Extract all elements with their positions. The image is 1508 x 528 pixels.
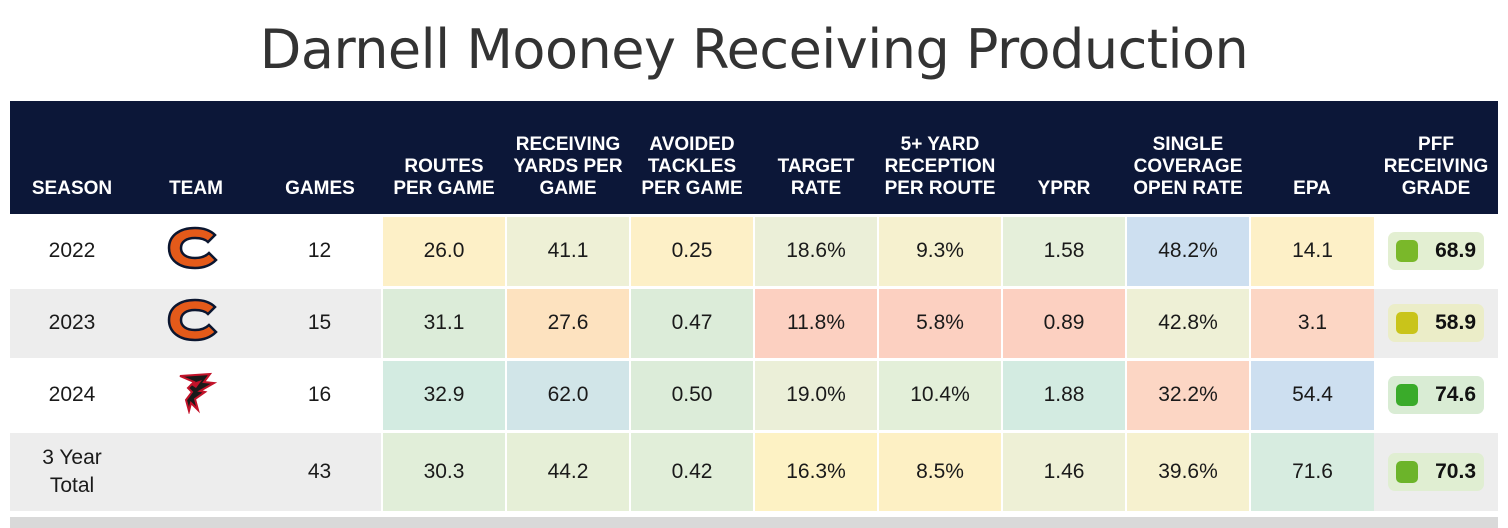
avoided-cell: 0.25 bbox=[629, 213, 754, 287]
grade-value: 68.9 bbox=[1435, 239, 1476, 262]
epa-cell: 54.4 bbox=[1249, 357, 1374, 431]
rec5-cell: 5.8% bbox=[877, 285, 1002, 359]
scor-cell: 48.2% bbox=[1125, 213, 1250, 287]
header-routes: ROUTES PER GAME bbox=[393, 155, 495, 199]
target-cell: 16.3% bbox=[753, 429, 878, 511]
scor-cell: 39.6% bbox=[1125, 429, 1250, 511]
scor-cell: 32.2% bbox=[1125, 357, 1250, 431]
page-title: Darnell Mooney Receiving Production bbox=[259, 18, 1249, 81]
header-epa: EPA bbox=[1293, 177, 1331, 199]
grade-value: 74.6 bbox=[1435, 383, 1476, 406]
team-cell bbox=[134, 357, 258, 431]
grade-color-swatch bbox=[1396, 384, 1418, 406]
target-cell: 19.0% bbox=[753, 357, 878, 431]
header-row: SEASON TEAM GAMES ROUTES PER GAME RECEIV… bbox=[10, 101, 1498, 215]
season-cell: 2023 bbox=[10, 285, 134, 359]
yards-cell: 41.1 bbox=[505, 213, 630, 287]
routes-cell: 31.1 bbox=[381, 285, 506, 359]
yprr-cell: 0.89 bbox=[1001, 285, 1126, 359]
rec5-cell: 10.4% bbox=[877, 357, 1002, 431]
header-games: GAMES bbox=[285, 177, 355, 199]
games-cell: 15 bbox=[258, 285, 382, 359]
yprr-cell: 1.46 bbox=[1001, 429, 1126, 511]
grade-badge: 58.9 bbox=[1388, 304, 1484, 342]
header-yards: RECEIVING YARDS PER GAME bbox=[513, 133, 623, 199]
season-cell: 3 Year Total bbox=[10, 429, 134, 511]
grade-value: 70.3 bbox=[1435, 459, 1476, 483]
grade-color-swatch bbox=[1396, 312, 1418, 334]
yards-cell: 62.0 bbox=[505, 357, 630, 431]
header-grade: PFF RECEIVING GRADE bbox=[1383, 133, 1489, 199]
scor-cell: 42.8% bbox=[1125, 285, 1250, 359]
header-yprr: YPRR bbox=[1037, 177, 1091, 199]
grade-cell: 74.6 bbox=[1374, 357, 1498, 431]
season-cell: 2022 bbox=[10, 213, 134, 287]
target-cell: 18.6% bbox=[753, 213, 878, 287]
header-avoided: AVOIDED TACKLES PER GAME bbox=[641, 133, 743, 199]
games-cell: 12 bbox=[258, 213, 382, 287]
routes-cell: 32.9 bbox=[381, 357, 506, 431]
games-cell: 43 bbox=[258, 429, 382, 511]
rec5-cell: 8.5% bbox=[877, 429, 1002, 511]
yprr-cell: 1.88 bbox=[1001, 357, 1126, 431]
header-target: TARGET RATE bbox=[777, 155, 855, 199]
yards-cell: 27.6 bbox=[505, 285, 630, 359]
team-cell bbox=[134, 285, 258, 359]
table-row: 2024 16 32.9 62.0 0.50 19.0% 10.4% 1.88 32.2% 54.… bbox=[10, 357, 1498, 431]
grade-badge: 74.6 bbox=[1388, 376, 1484, 414]
grade-cell: 70.3 bbox=[1374, 429, 1498, 511]
bears-logo-icon bbox=[165, 226, 227, 276]
yprr-cell: 1.58 bbox=[1001, 213, 1126, 287]
target-cell: 11.8% bbox=[753, 285, 878, 359]
rec5-cell: 9.3% bbox=[877, 213, 1002, 287]
team-cell bbox=[134, 429, 258, 511]
season-cell: 2024 bbox=[10, 357, 134, 431]
epa-cell: 71.6 bbox=[1249, 429, 1374, 511]
games-cell: 16 bbox=[258, 357, 382, 431]
epa-cell: 3.1 bbox=[1249, 285, 1374, 359]
avoided-cell: 0.42 bbox=[629, 429, 754, 511]
falcons-logo-icon bbox=[174, 370, 218, 420]
receiving-stats-table: SEASON TEAM GAMES ROUTES PER GAME RECEIV… bbox=[10, 101, 1498, 511]
routes-cell: 26.0 bbox=[381, 213, 506, 287]
table-row: 3 Year Total 43 30.3 44.2 0.42 16.3% 8.5% 1.46 3… bbox=[10, 429, 1498, 511]
grade-badge: 68.9 bbox=[1388, 232, 1484, 270]
avoided-cell: 0.47 bbox=[629, 285, 754, 359]
avoided-cell: 0.50 bbox=[629, 357, 754, 431]
header-rec5: 5+ YARD RECEPTION PER ROUTE bbox=[884, 133, 996, 199]
header-season: SEASON bbox=[31, 177, 113, 199]
grade-value: 58.9 bbox=[1435, 311, 1476, 334]
header-scor: SINGLE COVERAGE OPEN RATE bbox=[1133, 133, 1243, 199]
grade-badge: 70.3 bbox=[1388, 452, 1484, 491]
table-footer-bar bbox=[10, 517, 1498, 528]
table-row: 2023 15 31.1 27.6 0.47 11.8% 5.8% 0.89 42.8% 3.1 5… bbox=[10, 285, 1498, 359]
epa-cell: 14.1 bbox=[1249, 213, 1374, 287]
grade-cell: 58.9 bbox=[1374, 285, 1498, 359]
grade-color-swatch bbox=[1396, 460, 1418, 483]
team-cell bbox=[134, 213, 258, 287]
bears-logo-icon bbox=[165, 298, 227, 348]
routes-cell: 30.3 bbox=[381, 429, 506, 511]
grade-color-swatch bbox=[1396, 240, 1418, 262]
table-row: 2022 12 26.0 41.1 0.25 18.6% 9.3% 1.58 48.2% 14.1… bbox=[10, 213, 1498, 287]
header-team: TEAM bbox=[169, 177, 223, 199]
yards-cell: 44.2 bbox=[505, 429, 630, 511]
grade-cell: 68.9 bbox=[1374, 213, 1498, 287]
